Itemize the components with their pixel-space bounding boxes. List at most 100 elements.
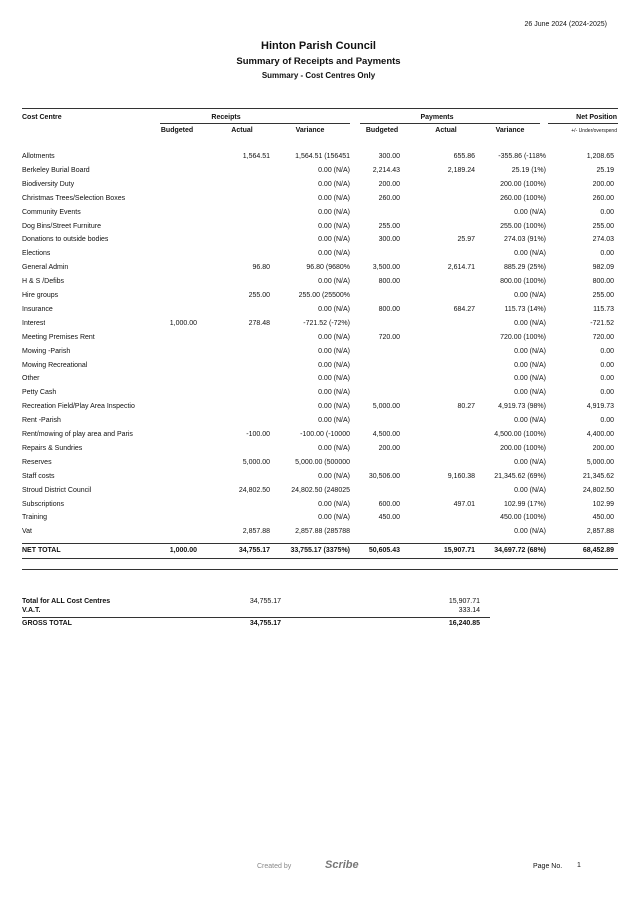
cell-name: Hire groups xyxy=(22,292,59,299)
cell: 0.00 (N/A) xyxy=(318,389,350,397)
cell: 0.00 (N/A) xyxy=(514,458,546,466)
cell: 300.00 xyxy=(378,153,400,160)
cell-name: Training xyxy=(22,514,48,522)
cell: 0.00 (N/A) xyxy=(514,528,546,536)
cell: 33,755.17 (3375%) xyxy=(290,547,350,554)
cell: 260.00 xyxy=(592,194,614,202)
cell: 4,919.73 (98%) xyxy=(498,403,546,411)
cell: 200.00 xyxy=(378,180,400,188)
cell: 15,907.71 xyxy=(443,547,475,554)
cell: 450.00 xyxy=(378,514,400,522)
cell: 21,345.62 (69%) xyxy=(494,472,546,480)
cell: 102.99 xyxy=(592,500,614,508)
cell-name: Rent/mowing of play area and Paris xyxy=(22,431,133,438)
cell-name: Petty Cash xyxy=(22,389,57,397)
summary-value: 15,907.71 xyxy=(448,598,480,605)
cell: 255.00 (25500% xyxy=(298,292,350,299)
cell: 720.00 xyxy=(592,333,614,341)
col-head: Net Position xyxy=(576,114,617,121)
cell: 96.80 xyxy=(252,264,270,272)
col-subhead: +/- Under/overspend xyxy=(571,128,617,134)
summary-value: 34,755.17 xyxy=(249,620,281,627)
cell: -100.00 (-10000 xyxy=(300,431,350,438)
cell-name: Stroud District Council xyxy=(22,486,92,494)
col-head: Cost Centre xyxy=(22,114,62,121)
title: Hinton Parish Council xyxy=(261,40,376,52)
cell: 720.00 xyxy=(378,333,400,341)
cell-name: Vat xyxy=(22,528,32,536)
cell: 1,000.00 xyxy=(169,319,197,327)
col-subhead: Budgeted xyxy=(160,127,194,134)
cell: 450.00 xyxy=(592,514,614,522)
col-subhead: Actual xyxy=(435,127,457,134)
summary-value: 16,240.85 xyxy=(448,620,480,627)
cell: 600.00 xyxy=(378,500,400,508)
rule xyxy=(160,123,350,124)
date: 26 June 2024 (2024-2025) xyxy=(524,21,607,28)
cell: 800.00 xyxy=(378,278,400,286)
cell: 0.00 (N/A) xyxy=(514,319,546,327)
cell: 0.00 (N/A) xyxy=(318,444,350,452)
cell: 5,000.00 xyxy=(372,403,400,411)
cell-name: Staff costs xyxy=(22,472,55,480)
cell: 655.86 xyxy=(453,153,475,160)
cell: 300.00 xyxy=(378,236,400,244)
cell: 0.00 (N/A) xyxy=(514,208,546,216)
cell: -721.52 (-72%) xyxy=(303,319,350,327)
cell-name: Biodiversity Duty xyxy=(22,180,75,188)
cell-name: Donations to outside bodies xyxy=(22,236,109,244)
cell-name: Berkeley Burial Board xyxy=(22,166,90,174)
subtitle: Summary - Cost Centres Only xyxy=(261,71,376,80)
cell: 5,000.00 xyxy=(242,458,270,466)
summary-label: Total for ALL Cost Centres xyxy=(22,598,111,605)
cell: 4,400.00 xyxy=(586,431,614,438)
cell: 0.00 (N/A) xyxy=(514,417,546,425)
cell: 278.48 xyxy=(248,319,270,327)
cell: 274.03 (91%) xyxy=(503,236,546,244)
cell: 0.00 xyxy=(600,250,614,258)
cell: 260.00 (100%) xyxy=(500,194,546,202)
cell: 0.00 (N/A) xyxy=(514,375,546,383)
cell: 0.00 (N/A) xyxy=(318,222,350,230)
cell: 274.03 xyxy=(592,236,614,244)
cell: 2,189.24 xyxy=(447,166,475,174)
rule xyxy=(22,543,618,544)
brand: Scribe xyxy=(325,859,359,871)
cell: 684.27 xyxy=(453,305,475,313)
cell: 0.00 (N/A) xyxy=(318,166,350,174)
cell: 982.09 xyxy=(592,264,614,272)
summary-value: 34,755.17 xyxy=(249,598,281,605)
cell: 0.00 (N/A) xyxy=(514,389,546,397)
subtitle: Summary of Receipts and Payments xyxy=(236,56,401,67)
cell-name: Dog Bins/Street Furniture xyxy=(22,222,101,230)
cell: 0.00 xyxy=(600,208,614,216)
cell: 800.00 xyxy=(378,305,400,313)
cell: 255.00 (100%) xyxy=(500,222,546,230)
cell: 800.00 (100%) xyxy=(500,278,546,286)
cell: 0.00 (N/A) xyxy=(318,180,350,188)
col-subhead: Budgeted xyxy=(365,127,399,134)
cell: 0.00 (N/A) xyxy=(318,361,350,369)
cell: 2,857.88 xyxy=(242,528,270,536)
cell: 885.29 (25%) xyxy=(503,264,546,272)
cell: 0.00 (N/A) xyxy=(514,361,546,369)
page-label: Page No. xyxy=(533,863,563,870)
cell-name: Rent -Parish xyxy=(22,417,61,425)
cell: 0.00 (N/A) xyxy=(318,500,350,508)
cell: 34,755.17 xyxy=(238,547,270,554)
cell: 25.19 xyxy=(596,166,614,174)
cell: 200.00 xyxy=(592,180,614,188)
cell: 24,802.50 xyxy=(238,486,270,494)
cell: 1,208.65 xyxy=(586,153,614,160)
cell: 24,802.50 (248025 xyxy=(291,486,350,494)
cell: -355.86 (-118% xyxy=(498,153,546,160)
cell: 96.80 (9680% xyxy=(306,264,350,272)
cell: 0.00 xyxy=(600,375,614,383)
cell: -100.00 xyxy=(246,431,270,438)
rule xyxy=(22,108,618,109)
cell: 0.00 (N/A) xyxy=(318,305,350,313)
cell-name: Allotments xyxy=(22,153,55,160)
cell-name: Community Events xyxy=(22,208,81,216)
cell: 68,452.89 xyxy=(582,547,614,554)
cell-name: NET TOTAL xyxy=(22,547,61,554)
